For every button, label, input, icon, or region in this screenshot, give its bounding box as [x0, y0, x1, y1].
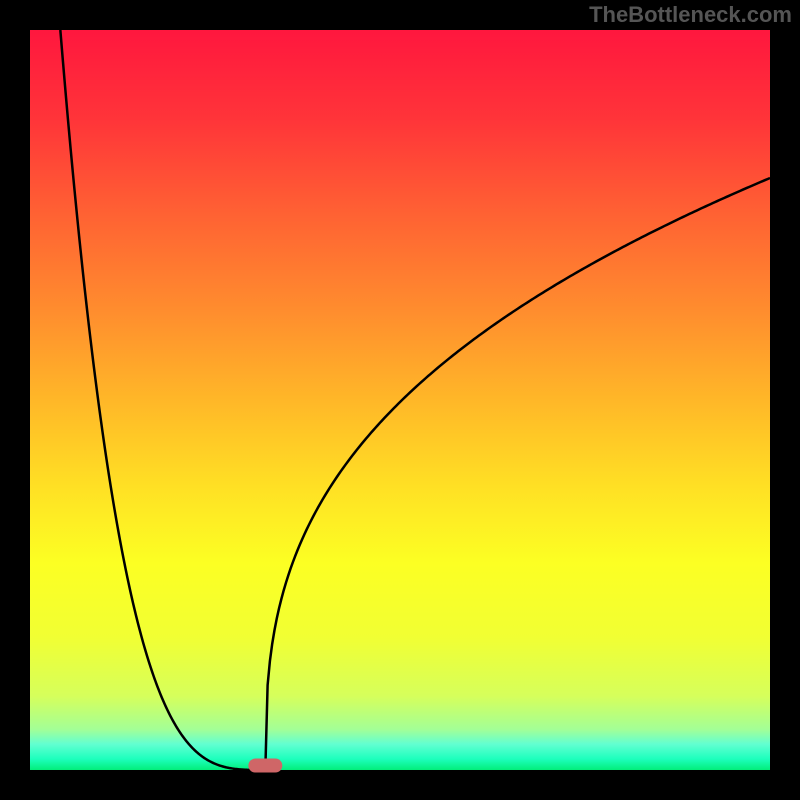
- chart-stage: TheBottleneck.com: [0, 0, 800, 800]
- bottleneck-chart: [0, 0, 800, 800]
- chart-gradient-background: [30, 30, 770, 770]
- bottleneck-marker: [248, 759, 282, 773]
- attribution-text: TheBottleneck.com: [589, 2, 792, 28]
